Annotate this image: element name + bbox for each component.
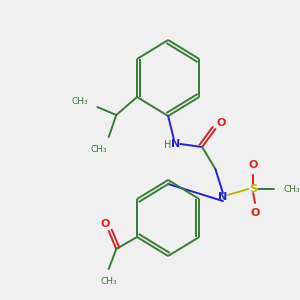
Text: O: O [250,208,260,218]
Text: N: N [171,139,180,149]
Text: O: O [216,118,226,128]
Text: O: O [248,160,258,170]
Text: N: N [218,192,227,202]
Text: O: O [100,219,110,229]
Text: H: H [164,140,171,150]
Text: CH₃: CH₃ [284,184,300,194]
Text: CH₃: CH₃ [90,145,107,154]
Text: S: S [249,184,257,194]
Text: CH₃: CH₃ [100,277,117,286]
Text: CH₃: CH₃ [71,97,88,106]
